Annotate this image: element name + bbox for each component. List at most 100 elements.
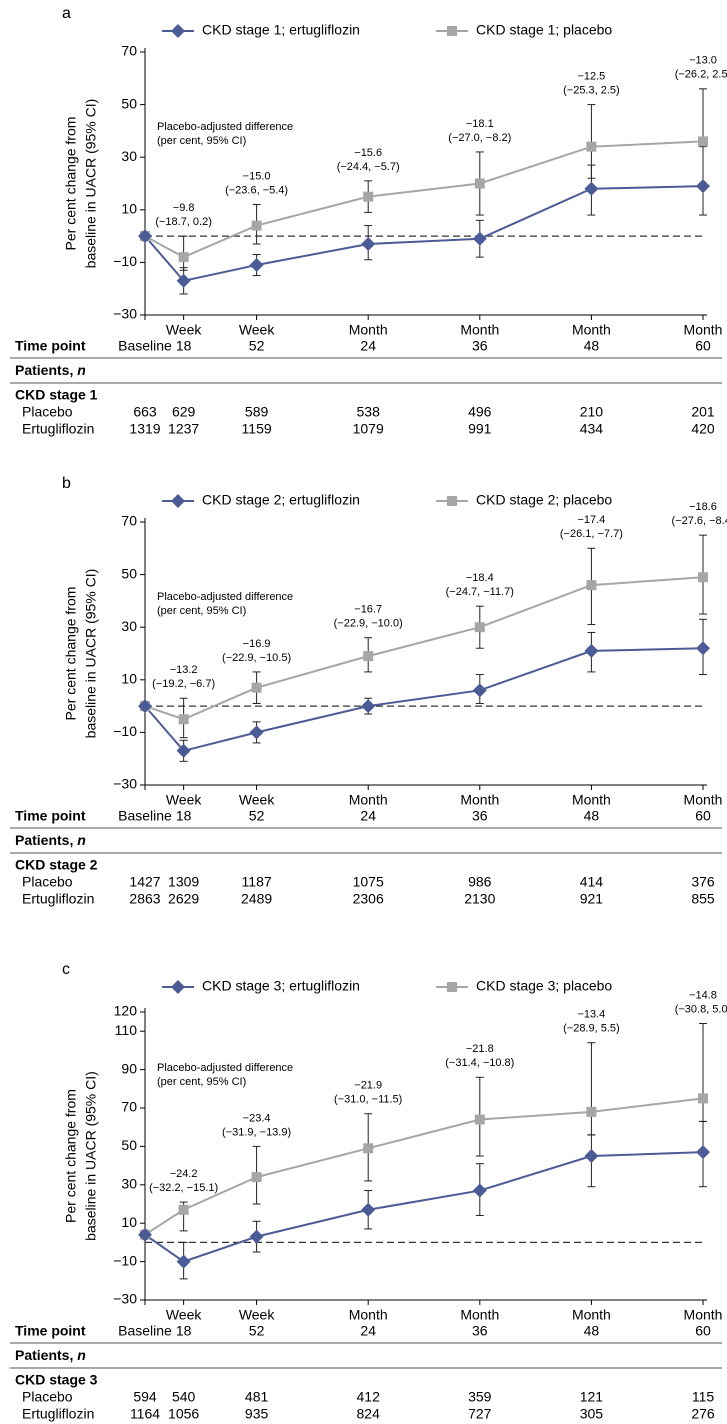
y-tick-label: −30 (113, 1291, 137, 1307)
y-tick-label: −10 (113, 1252, 137, 1268)
table-cell: 629 (172, 404, 196, 420)
marker (361, 699, 376, 714)
y-axis-label: Per cent change from (63, 1089, 79, 1223)
marker (138, 699, 152, 714)
x-tick-label: Month (572, 792, 611, 808)
marker (586, 1106, 597, 1117)
marker (138, 229, 152, 244)
table-cell: 414 (580, 874, 604, 890)
y-tick-label: 10 (121, 671, 137, 687)
marker (249, 258, 264, 273)
x-tick-label: 36 (472, 1323, 488, 1339)
table-cell: 1079 (353, 421, 384, 437)
x-tick-label: Month (349, 322, 388, 338)
difference-ci-label: (−30.8, 5.0) (675, 1003, 727, 1015)
marker (696, 641, 710, 656)
series-line (144, 1151, 704, 1263)
x-tick-label: 18 (176, 1323, 192, 1339)
series-line (144, 185, 704, 282)
x-tick-label: Month (572, 322, 611, 338)
x-tick-label: 48 (584, 808, 600, 824)
table-cell: 359 (468, 1389, 492, 1405)
marker (251, 682, 262, 693)
y-axis-label: baseline in UACR (95% CI) (83, 569, 99, 739)
marker (178, 252, 189, 263)
difference-label: −18.6 (689, 501, 717, 513)
table-cell: 824 (357, 1406, 381, 1422)
difference-ci-label: (−32.2, −15.1) (149, 1182, 218, 1194)
y-tick-label: 70 (121, 1099, 137, 1115)
marker (363, 191, 374, 202)
table-cell: 540 (172, 1389, 196, 1405)
x-tick-label: Month (460, 322, 499, 338)
patients-header-part: n (77, 362, 86, 378)
x-tick-label: Week (239, 792, 276, 808)
table-cell: 201 (691, 404, 715, 420)
y-tick-label: −10 (113, 253, 137, 269)
difference-ci-label: (−24.4, −5.7) (337, 161, 400, 173)
marker (361, 236, 376, 251)
table-cell: 305 (580, 1406, 604, 1422)
table-cell: 121 (580, 1389, 604, 1405)
x-tick-label: Month (460, 1307, 499, 1323)
x-tick-label: Month (684, 1307, 723, 1323)
marker (698, 1093, 708, 1104)
y-axis-label: Per cent change from (63, 587, 79, 721)
difference-label: −14.8 (689, 989, 717, 1001)
table-cell: 727 (468, 1406, 492, 1422)
legend-marker (447, 982, 457, 992)
y-axis-label: baseline in UACR (95% CI) (83, 99, 99, 269)
x-tick-label: 52 (249, 1323, 265, 1339)
marker (363, 1143, 374, 1154)
group-header: CKD stage 1 (15, 387, 98, 403)
y-axis-label: baseline in UACR (95% CI) (83, 1071, 99, 1241)
x-tick-label: 18 (176, 808, 192, 824)
marker (474, 1114, 485, 1125)
annotation-title: Placebo-adjusted difference (157, 1062, 293, 1074)
difference-label: −12.5 (577, 71, 605, 83)
table-cell: 594 (133, 1389, 157, 1405)
difference-label: −16.7 (354, 604, 382, 616)
legend-label: CKD stage 2; placebo (476, 492, 612, 508)
table-cell: 1187 (242, 874, 272, 890)
table-cell: 1319 (129, 421, 160, 437)
y-tick-label: 30 (121, 618, 137, 634)
marker (251, 220, 262, 231)
row-label: Placebo (22, 404, 73, 420)
x-tick-label: 48 (584, 1323, 600, 1339)
difference-label: −21.9 (354, 1080, 382, 1092)
difference-label: −13.2 (170, 664, 198, 676)
table-cell: 986 (468, 874, 492, 890)
row-label: Ertugliflozin (22, 1406, 94, 1422)
marker (178, 714, 189, 725)
difference-ci-label: (−27.6, −8.4) (672, 515, 727, 527)
difference-ci-label: (−22.9, −10.5) (222, 652, 291, 664)
x-tick-label: Baseline (118, 808, 172, 824)
marker (584, 1149, 599, 1163)
table-cell: 210 (580, 404, 604, 420)
error-bar (587, 104, 596, 179)
table-cell: 496 (468, 404, 492, 420)
difference-ci-label: (−31.0, −11.5) (334, 1094, 402, 1106)
y-tick-label: 70 (121, 43, 137, 59)
table-cell: 2306 (353, 891, 384, 907)
x-tick-label: Week (166, 1307, 203, 1323)
annotation-title: Placebo-adjusted difference (157, 591, 293, 603)
table-cell: 434 (580, 421, 604, 437)
panel-label: c (62, 961, 70, 978)
table-cell: 2489 (241, 891, 272, 907)
patients-header: Patients, n (15, 1347, 86, 1363)
table-cell: 1056 (168, 1406, 199, 1422)
marker (249, 1229, 264, 1244)
y-tick-label: 50 (121, 565, 137, 581)
difference-ci-label: (−25.3, 2.5) (563, 85, 620, 97)
legend-label: CKD stage 3; placebo (476, 978, 612, 994)
table-cell: 1237 (168, 421, 199, 437)
x-tick-label: Week (166, 322, 203, 338)
table-cell: 1309 (168, 874, 199, 890)
marker (251, 1172, 262, 1183)
difference-ci-label: (−31.4, −10.8) (445, 1057, 514, 1069)
table-cell: 276 (691, 1406, 715, 1422)
table-cell: 991 (468, 421, 492, 437)
difference-ci-label: (−23.6, −5.4) (225, 184, 288, 196)
